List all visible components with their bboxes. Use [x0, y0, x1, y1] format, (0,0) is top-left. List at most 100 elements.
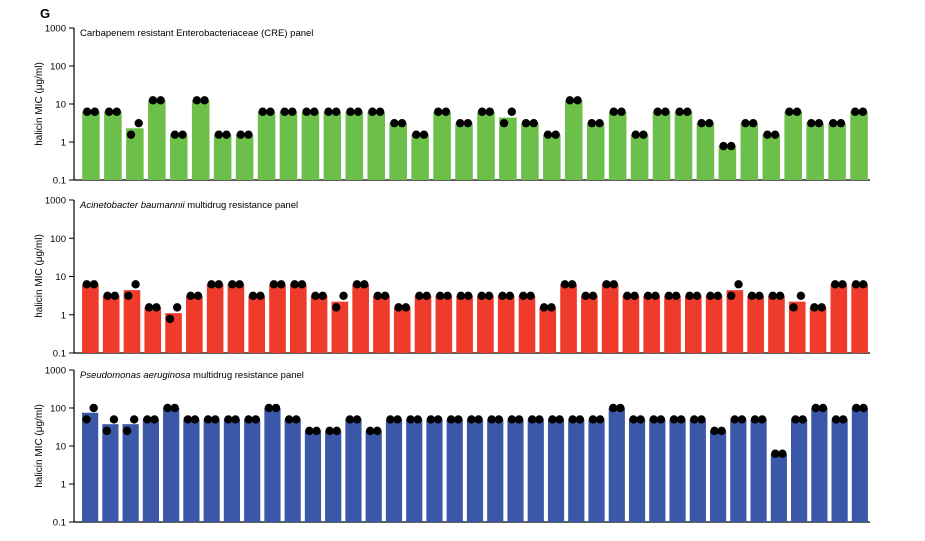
replicate-dot	[690, 415, 699, 424]
bar	[385, 419, 403, 522]
bar	[664, 295, 681, 353]
replicate-dot	[368, 107, 377, 116]
replicate-dot	[609, 107, 618, 116]
replicate-dot	[750, 415, 760, 424]
y-axis-label: halicin MIC (μg/ml)	[34, 62, 45, 146]
replicate-dot	[143, 415, 152, 424]
bar	[264, 408, 281, 522]
replicate-dot	[676, 415, 686, 424]
replicate-dot	[727, 291, 736, 300]
bar	[830, 284, 848, 353]
y-tick-label: 1000	[45, 366, 66, 377]
replicate-dot	[228, 280, 237, 289]
replicate-dot	[565, 96, 575, 105]
replicate-dot	[266, 107, 275, 116]
replicate-dot	[521, 118, 531, 128]
replicate-dot	[464, 291, 473, 300]
replicate-dot	[311, 291, 320, 300]
bar	[244, 419, 261, 522]
y-tick-label: 100	[50, 234, 66, 245]
replicate-dot	[498, 291, 507, 300]
y-axis-label: halicin MIC (μg/ml)	[34, 404, 45, 488]
bar	[588, 419, 605, 522]
replicate-dot	[494, 415, 504, 424]
replicate-dot	[551, 130, 560, 139]
replicate-dot	[588, 291, 598, 300]
replicate-dot	[144, 303, 154, 312]
replicate-dot	[148, 96, 158, 105]
replicate-dot	[82, 107, 92, 116]
bar	[435, 295, 453, 353]
acinetobacter-panel: Acinetobacter baumannii multidrug resist…	[34, 196, 870, 360]
replicate-dot	[134, 118, 143, 128]
replicate-dot	[499, 118, 509, 128]
bar	[446, 419, 463, 522]
bar	[768, 295, 785, 353]
bar	[643, 295, 661, 353]
replicate-dot	[811, 403, 820, 413]
replicate-dot	[422, 291, 431, 300]
replicate-dot	[623, 291, 632, 300]
bar	[389, 123, 407, 180]
replicate-dot	[165, 314, 175, 324]
replicate-dot	[778, 449, 787, 458]
y-tick-label: 10	[55, 442, 66, 453]
bar	[740, 123, 759, 180]
replicate-dot	[547, 303, 556, 312]
bar	[811, 408, 828, 522]
bar	[325, 430, 342, 522]
replicate-dot	[755, 291, 764, 300]
bar	[227, 284, 245, 353]
replicate-dot	[669, 415, 679, 424]
bar	[586, 123, 605, 180]
bar	[726, 290, 744, 353]
bar	[122, 424, 139, 522]
replicate-dot	[435, 291, 445, 300]
bar	[235, 134, 254, 180]
replicate-dot	[505, 291, 515, 300]
replicate-dot	[386, 415, 395, 424]
replicate-dot	[433, 415, 443, 424]
replicate-dot	[661, 107, 670, 116]
bar	[191, 100, 210, 180]
replicate-dot	[290, 280, 299, 289]
bar	[323, 111, 342, 180]
bar	[213, 134, 232, 180]
replicate-dot	[789, 303, 798, 312]
replicate-dot	[130, 415, 139, 424]
replicate-dot	[685, 291, 694, 300]
replicate-dot	[412, 130, 421, 139]
replicate-dot	[617, 107, 626, 116]
replicate-dot	[697, 415, 706, 424]
replicate-dot	[89, 280, 99, 289]
replicate-dot	[352, 280, 362, 289]
y-tick-label: 0.1	[53, 349, 66, 360]
replicate-dot	[192, 96, 202, 105]
replicate-dot	[269, 280, 279, 289]
y-tick-label: 0.1	[53, 518, 66, 529]
bar	[144, 307, 162, 353]
replicate-dot	[651, 291, 660, 300]
replicate-dot	[514, 415, 524, 424]
replicate-dot	[734, 280, 743, 289]
bar	[477, 295, 494, 353]
replicate-dot	[798, 415, 807, 424]
y-tick-label: 0.1	[53, 176, 66, 187]
replicate-dot	[484, 291, 494, 300]
replicate-dot	[463, 118, 473, 128]
replicate-dot	[236, 130, 245, 139]
y-tick-label: 1000	[45, 196, 66, 207]
replicate-dot	[346, 107, 355, 116]
replicate-dot	[543, 130, 553, 139]
replicate-dot	[375, 107, 385, 116]
replicate-dot	[124, 291, 133, 300]
replicate-dot	[258, 107, 267, 116]
replicate-dot	[748, 118, 758, 128]
replicate-dot	[575, 415, 585, 424]
replicate-dot	[539, 303, 549, 312]
replicate-dot	[280, 107, 289, 116]
replicate-dot	[609, 403, 618, 413]
replicate-dot	[224, 415, 233, 424]
replicate-dot	[727, 141, 736, 151]
bar	[186, 295, 203, 353]
